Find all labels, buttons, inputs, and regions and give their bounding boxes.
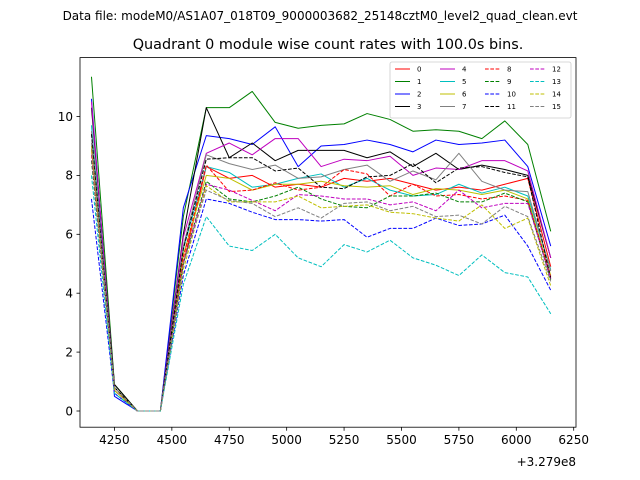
legend-label-6: 6 bbox=[462, 91, 467, 99]
series-line-10 bbox=[90, 198, 552, 412]
y-tick-label: 4 bbox=[65, 287, 73, 301]
y-tick-label: 8 bbox=[65, 169, 73, 183]
legend-label-1: 1 bbox=[417, 78, 421, 86]
legend-label-3: 3 bbox=[417, 103, 421, 111]
series-line-7 bbox=[90, 131, 552, 412]
chart-title: Quadrant 0 module wise count rates with … bbox=[133, 37, 524, 53]
series-line-0 bbox=[90, 148, 552, 412]
legend-label-8: 8 bbox=[507, 66, 511, 74]
series-line-14 bbox=[90, 148, 552, 412]
series-line-3 bbox=[90, 107, 552, 412]
x-tick-label: 5250 bbox=[329, 433, 360, 447]
y-axis: 0 2 4 6 8 10 bbox=[58, 110, 80, 418]
legend-label-9: 9 bbox=[507, 78, 511, 86]
y-tick-label: 2 bbox=[65, 345, 73, 359]
series-line-13 bbox=[90, 175, 552, 412]
x-axis-offset-label: +3.279e8 bbox=[517, 455, 576, 469]
y-tick-label: 0 bbox=[65, 404, 73, 418]
series-line-9 bbox=[90, 160, 552, 412]
series-line-15 bbox=[90, 142, 552, 412]
legend-label-5: 5 bbox=[462, 78, 466, 86]
x-tick-label: 4250 bbox=[99, 433, 130, 447]
legend-label-0: 0 bbox=[417, 66, 421, 74]
x-tick-label: 4750 bbox=[214, 433, 245, 447]
x-axis: 4250 4500 4750 5000 5250 5500 5750 6000 6250 bbox=[99, 427, 589, 447]
series-line-5 bbox=[90, 125, 552, 412]
legend-label-7: 7 bbox=[462, 103, 466, 111]
plot-area bbox=[90, 76, 552, 412]
x-tick-label: 5000 bbox=[271, 433, 302, 447]
x-tick-label: 6250 bbox=[558, 433, 589, 447]
legend-frame bbox=[389, 61, 572, 119]
series-line-1 bbox=[90, 76, 552, 412]
legend-label-4: 4 bbox=[462, 66, 467, 74]
series-line-6 bbox=[90, 145, 552, 412]
series-line-4 bbox=[90, 101, 552, 412]
x-tick-label: 6000 bbox=[501, 433, 532, 447]
figure-suptitle: Data file: modeM0/AS1A07_018T09_90000036… bbox=[63, 9, 578, 23]
legend-label-15: 15 bbox=[552, 103, 561, 111]
x-tick-label: 4500 bbox=[157, 433, 188, 447]
x-tick-label: 5750 bbox=[444, 433, 475, 447]
legend-label-11: 11 bbox=[507, 103, 516, 111]
legend-label-12: 12 bbox=[552, 66, 561, 74]
y-tick-label: 6 bbox=[65, 228, 73, 242]
series-line-11 bbox=[90, 134, 552, 412]
legend-label-14: 14 bbox=[552, 91, 561, 99]
series-line-2 bbox=[90, 98, 552, 412]
legend-label-13: 13 bbox=[552, 78, 561, 86]
y-tick-label: 10 bbox=[58, 110, 73, 124]
legend-label-2: 2 bbox=[417, 91, 421, 99]
x-tick-label: 5500 bbox=[386, 433, 417, 447]
legend-label-10: 10 bbox=[507, 91, 516, 99]
axes-frame bbox=[79, 57, 577, 428]
